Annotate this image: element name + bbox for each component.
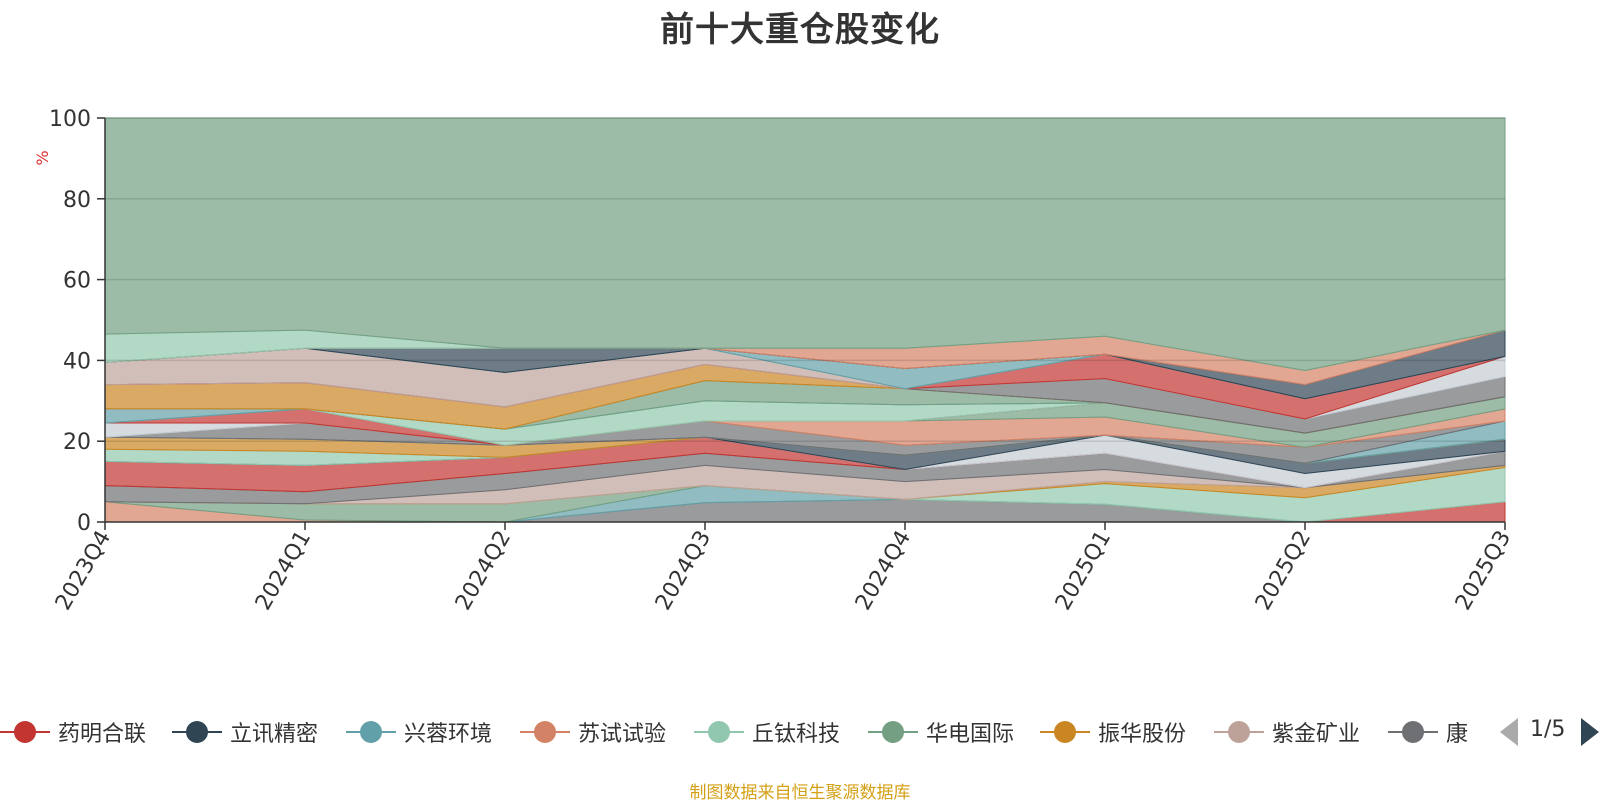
y-tick-label: 40 (63, 349, 91, 374)
legend-marker-icon (868, 721, 918, 743)
legend-marker-icon (694, 721, 744, 743)
y-tick-label: 100 (49, 107, 91, 132)
legend-marker-icon (1040, 721, 1090, 743)
area-bands (104, 117, 1506, 523)
legend-item[interactable]: 康 (1388, 715, 1468, 749)
legend-item[interactable]: 苏试试验 (520, 715, 666, 749)
area-band-32 (104, 117, 1506, 372)
legend-item[interactable]: 华电国际 (868, 715, 1014, 749)
y-tick-label: 60 (63, 269, 91, 294)
x-tick-label: 2025Q1 (1051, 527, 1116, 615)
legend-page-indicator: 1/5 (1530, 717, 1566, 742)
gridlines (105, 117, 1505, 442)
legend-marker-icon (346, 721, 396, 743)
x-tick-label: 2023Q4 (51, 527, 116, 615)
chart-plot: 0 20 40 60 80 100 2023Q4 2024Q1 2024Q2 2024Q3 2024… (33, 107, 1516, 615)
legend-item[interactable]: 振华股份 (1040, 715, 1186, 749)
legend-label: 药明合联 (58, 722, 147, 747)
legend-prev-page-icon[interactable] (1500, 718, 1518, 746)
legend-label: 振华股份 (1098, 722, 1187, 747)
x-tick-label: 2024Q4 (851, 527, 916, 615)
legend-pager: 1/5 (1500, 715, 1600, 749)
legend-item[interactable]: 紫金矿业 (1214, 715, 1360, 749)
x-tick-label: 2025Q2 (1251, 527, 1316, 615)
legend-next-page-icon[interactable] (1581, 718, 1599, 746)
legend-label: 兴蓉环境 (404, 722, 493, 747)
x-tick-label: 2024Q3 (651, 527, 716, 615)
legend-label: 丘钛科技 (752, 722, 841, 747)
legend-item[interactable]: 丘钛科技 (694, 715, 840, 749)
legend-item[interactable]: 立讯精密 (172, 715, 318, 749)
legend-label: 康 (1446, 722, 1469, 747)
y-tick-label: 80 (63, 188, 91, 213)
chart-title: 前十大重仓股变化 (660, 10, 940, 50)
source-note: 制图数据来自恒生聚源数据库 (689, 783, 911, 803)
legend-item[interactable]: 药明合联 (0, 715, 146, 749)
legend-marker-icon (1214, 721, 1264, 743)
legend-label: 华电国际 (926, 722, 1015, 747)
x-tick-label: 2025Q3 (1451, 527, 1516, 615)
x-tick-label: 2024Q1 (251, 527, 316, 615)
legend-marker-icon (0, 721, 50, 743)
y-axis-label: % (33, 150, 52, 165)
y-tick-label: 0 (77, 511, 91, 536)
legend-label: 苏试试验 (578, 722, 667, 747)
legend-label: 立讯精密 (230, 722, 319, 747)
legend-label: 紫金矿业 (1272, 722, 1361, 747)
y-tick-label: 20 (63, 430, 91, 455)
legend: 药明合联 立讯精密 兴蓉环境 苏试试验 丘钛科技 华电国际 振华股份 紫金矿业 康 (0, 715, 1500, 749)
legend-marker-icon (520, 721, 570, 743)
legend-marker-icon (1388, 721, 1438, 743)
legend-marker-icon (172, 721, 222, 743)
x-tick-label: 2024Q2 (451, 527, 516, 615)
legend-item[interactable]: 兴蓉环境 (346, 715, 492, 749)
